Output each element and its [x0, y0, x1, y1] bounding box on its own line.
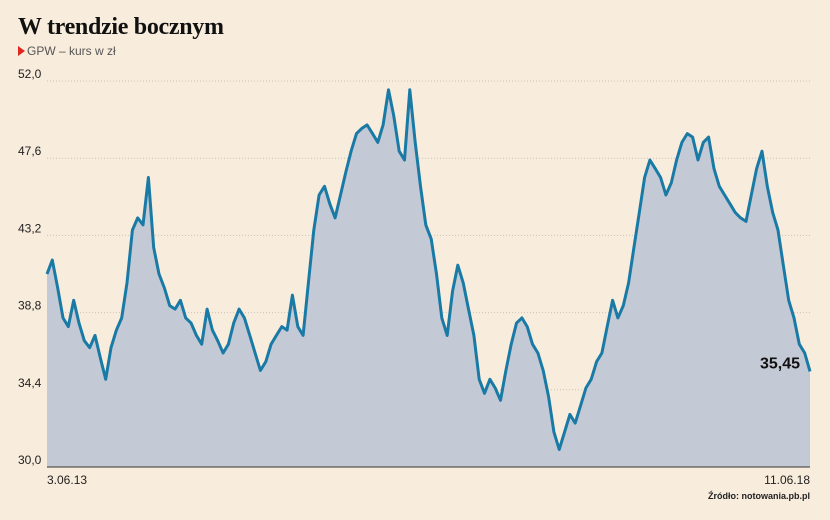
last-value-label: 35,45	[760, 355, 800, 372]
y-tick-label: 34,4	[18, 376, 42, 390]
series-line	[45, 88, 812, 451]
y-tick-labels: 30,0 34,4 38,8 43,2 47,6 52,0	[18, 67, 42, 467]
x-tick-labels: 3.06.13 11.06.18	[47, 473, 810, 487]
y-tick-label: 47,6	[18, 144, 42, 158]
series-area	[47, 89, 810, 468]
y-tick-label: 30,0	[18, 453, 42, 467]
x-start-label: 3.06.13	[47, 473, 87, 487]
subtitle-text: GPW – kurs w zł	[27, 44, 116, 58]
x-end-label: 11.06.18	[764, 473, 810, 487]
y-tick-label: 38,8	[18, 299, 42, 313]
subtitle-triangle-icon	[18, 46, 25, 56]
source-note: Źródło: notowania.pb.pl	[708, 491, 810, 501]
y-tick-label: 43,2	[18, 221, 42, 235]
chart-subtitle: GPW – kurs w zł	[18, 44, 116, 58]
y-tick-label: 52,0	[18, 67, 42, 81]
chart-title: W trendzie bocznym	[18, 14, 224, 40]
